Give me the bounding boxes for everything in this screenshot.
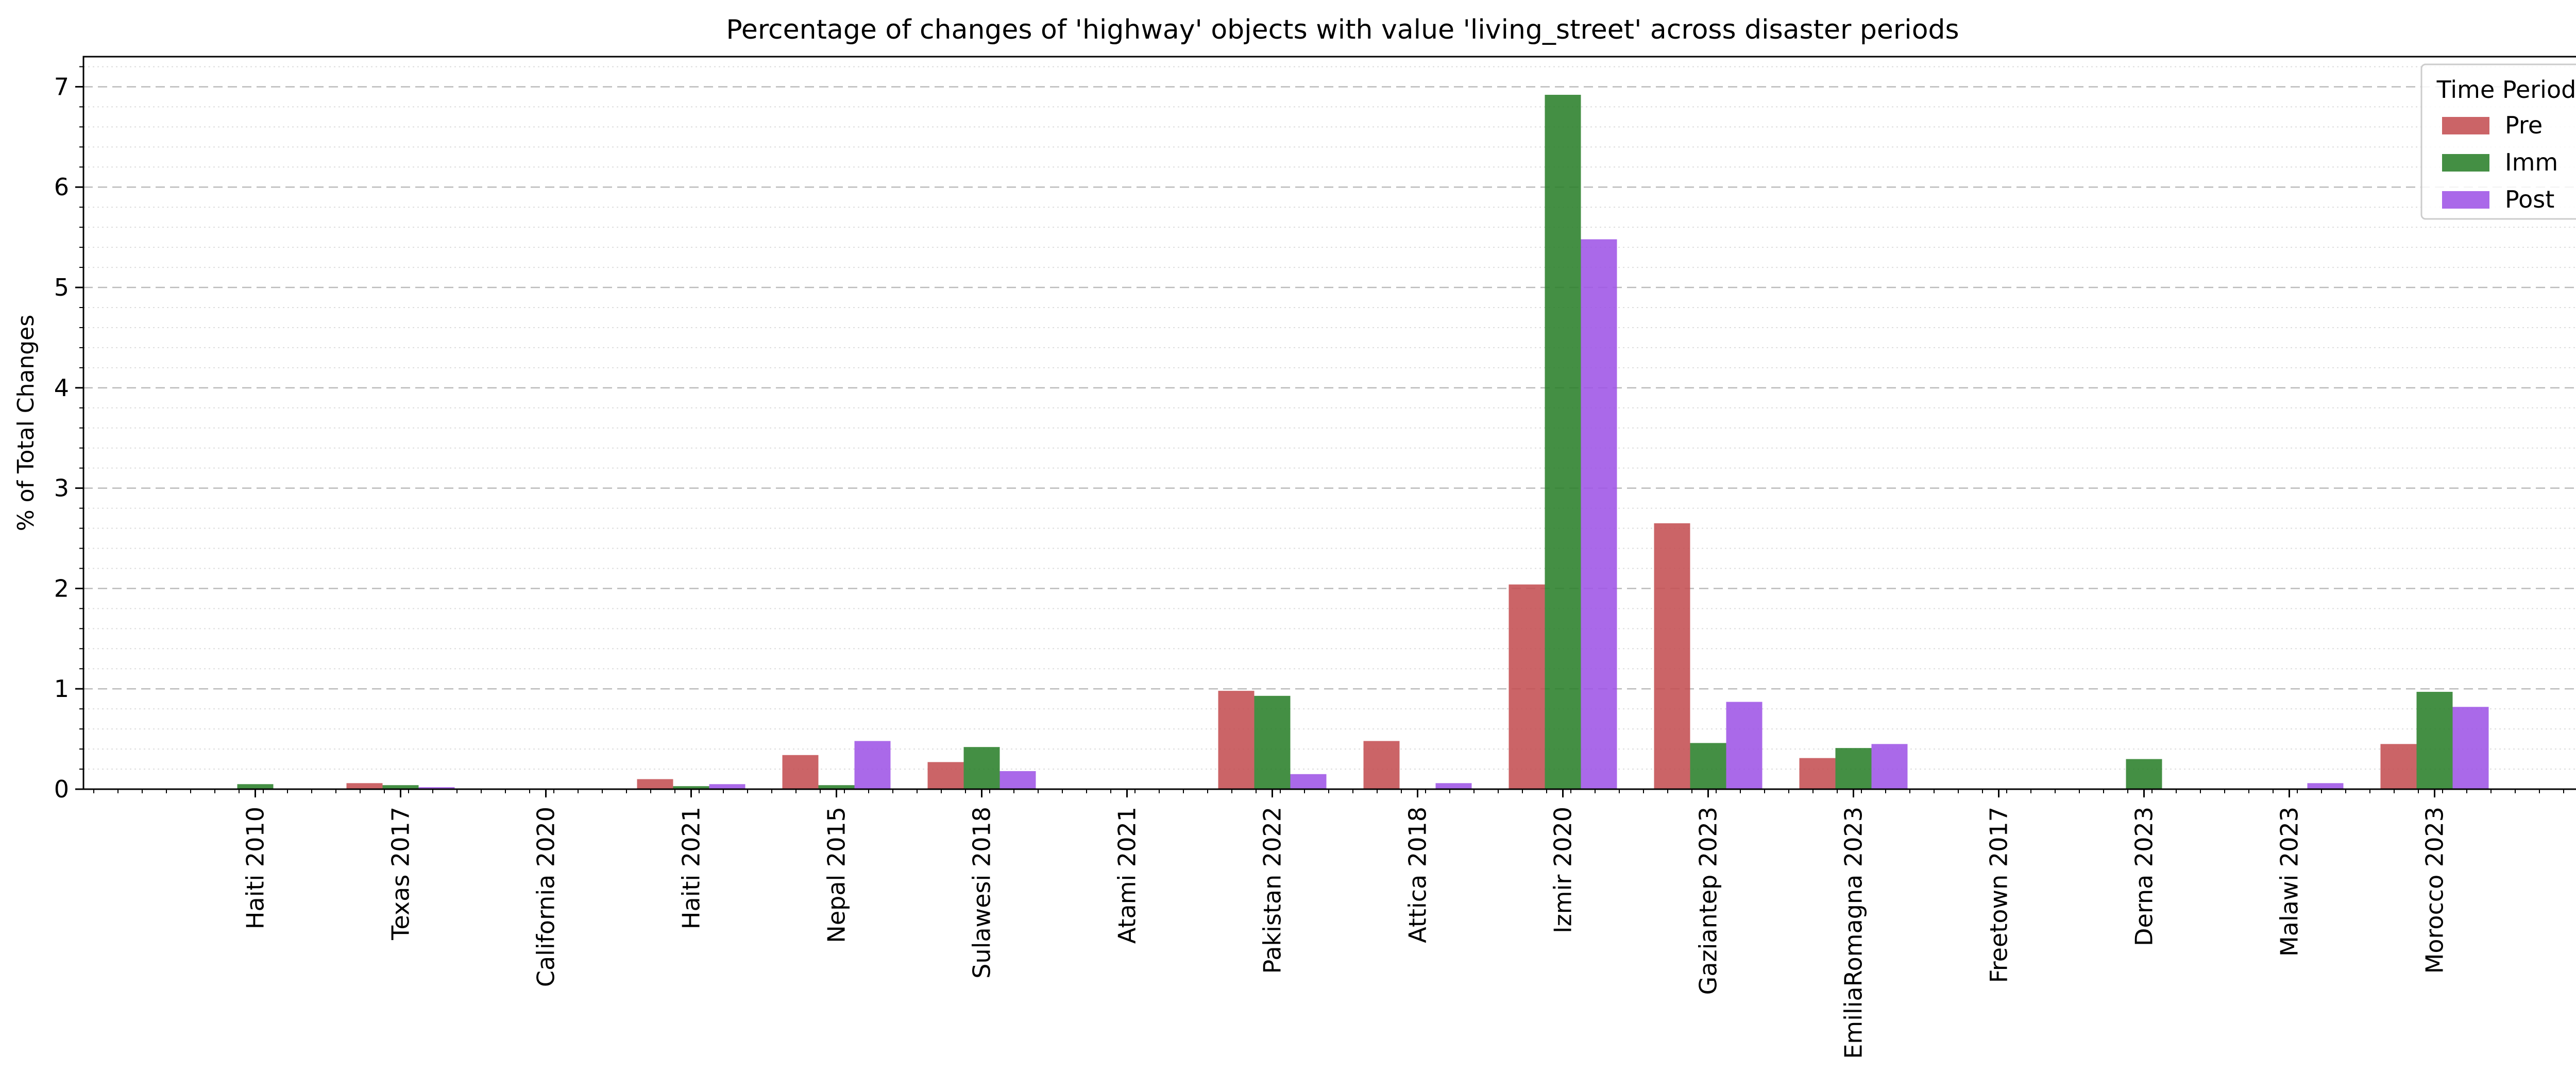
legend-swatch-post [2442,191,2489,209]
legend-label-post: Post [2505,185,2554,213]
bar-gaziantep-2023-pre [1654,523,1690,789]
bars [237,95,2489,790]
bar-texas-2017-pre [346,783,383,789]
bar-attica-2018-post [1435,783,1472,789]
bar-gaziantep-2023-post [1726,702,1762,789]
y-tick-label: 1 [54,675,69,703]
x-tick-label: EmiliaRomagna 2023 [1840,807,1868,1059]
bar-pakistan-2022-post [1290,774,1327,789]
bar-morocco-2023-pre [2380,744,2417,789]
y-tick-label: 0 [54,775,69,803]
y-axis-label: % of Total Changes [13,315,39,531]
x-axis: Haiti 2010 Texas 2017 California 2020 Haiti… [93,789,2564,1059]
x-tick-label: Gaziantep 2023 [1694,807,1722,995]
y-axis: 0 1 2 3 4 5 6 7 [54,66,83,803]
chart-title: Percentage of changes of 'highway' objec… [726,14,1959,45]
bar-emiliaromagna-2023-post [1871,744,1908,789]
y-tick-label: 6 [54,173,69,201]
x-tick-label: Nepal 2015 [823,807,851,943]
bar-emiliaromagna-2023-imm [1835,748,1872,789]
bar-nepal-2015-post [854,741,891,789]
legend-label-imm: Imm [2505,148,2558,176]
x-tick-label: Haiti 2010 [242,807,269,929]
x-tick-label: Haiti 2021 [677,807,705,929]
bar-nepal-2015-pre [782,755,819,789]
legend-swatch-imm [2442,154,2489,172]
y-tick-label: 3 [54,474,69,502]
bar-haiti-2021-pre [637,779,673,789]
y-tick-label: 7 [54,73,69,100]
bar-izmir-2020-pre [1509,584,1545,789]
bar-pakistan-2022-pre [1218,691,1255,789]
bar-sulawesi-2018-imm [963,747,1000,789]
plot-frame [82,56,2576,790]
x-tick-label: Texas 2017 [387,807,415,941]
legend-label-pre: Pre [2505,111,2543,139]
legend-title: Time Period [2436,76,2576,104]
bar-sulawesi-2018-pre [927,762,964,789]
x-tick-label: Sulawesi 2018 [968,807,996,979]
y-tick-label: 4 [54,374,69,402]
bar-texas-2017-post [418,787,455,789]
bar-izmir-2020-imm [1545,95,1581,789]
bar-gaziantep-2023-imm [1690,743,1726,789]
bar-texas-2017-imm [382,785,419,789]
x-tick-label: California 2020 [532,807,560,987]
legend-swatch-pre [2442,117,2489,134]
bar-morocco-2023-post [2452,707,2489,789]
bar-pakistan-2022-imm [1254,695,1291,789]
x-tick-label: Pakistan 2022 [1259,807,1286,974]
x-tick-label: Freetown 2017 [1985,807,2013,983]
x-tick-label: Malawi 2023 [2276,807,2303,957]
bar-sulawesi-2018-post [999,771,1036,789]
y-tick-label: 2 [54,574,69,602]
x-tick-label: Morocco 2023 [2421,807,2449,974]
x-tick-label: Derna 2023 [2130,807,2158,946]
bar-emiliaromagna-2023-pre [1799,758,1836,789]
bar-attica-2018-pre [1363,741,1400,789]
x-tick-label: Atami 2021 [1113,807,1141,944]
bar-nepal-2015-imm [818,785,855,789]
x-tick-label: Attica 2018 [1404,807,1432,943]
bar-derna-2023-imm [2126,759,2162,789]
bar-malawi-2023-post [2307,783,2344,789]
legend: Time Period Pre Imm Post [2420,63,2576,220]
x-tick-label: Izmir 2020 [1549,807,1577,933]
gridlines [83,66,2576,770]
bar-haiti-2021-imm [673,786,709,789]
bar-haiti-2021-post [709,784,745,789]
bar-morocco-2023-imm [2416,692,2453,789]
y-tick-label: 5 [54,274,69,301]
legend-box [2420,63,2576,220]
bar-haiti-2010-imm [237,784,274,789]
bar-izmir-2020-post [1581,239,1617,790]
